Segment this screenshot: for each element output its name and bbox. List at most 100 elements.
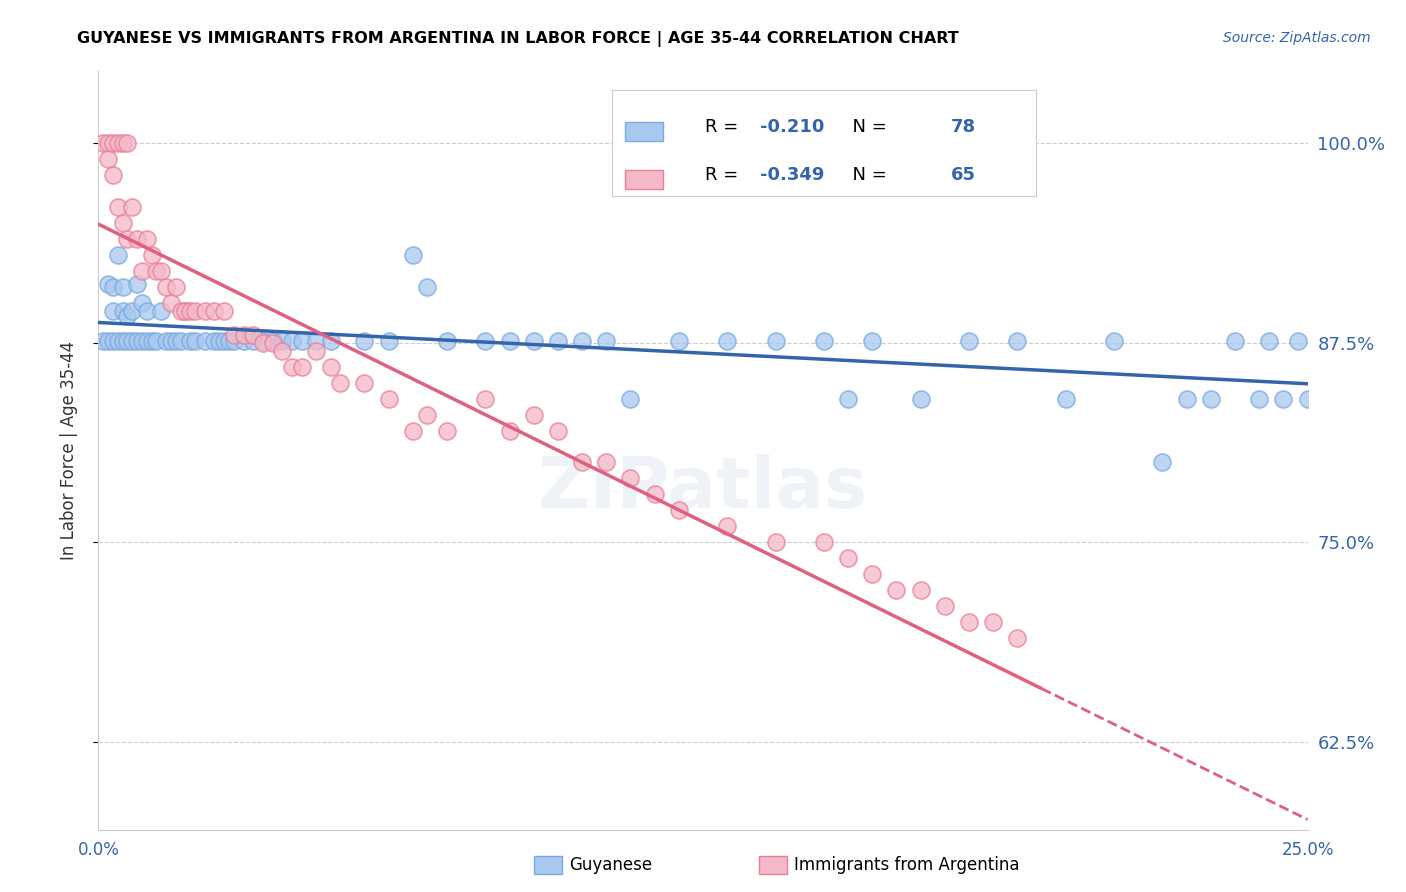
- Point: [145, 264, 167, 278]
- Point: [232, 334, 254, 348]
- Point: [91, 136, 114, 151]
- Point: [716, 334, 738, 348]
- Point: [329, 376, 352, 390]
- Point: [262, 335, 284, 350]
- Point: [155, 334, 177, 348]
- Point: [97, 334, 120, 348]
- Point: [498, 334, 520, 348]
- Point: [813, 535, 835, 549]
- Point: [1223, 334, 1246, 348]
- Point: [169, 303, 191, 318]
- Point: [107, 200, 129, 214]
- Point: [1296, 392, 1319, 406]
- Text: 0.0%: 0.0%: [77, 840, 120, 859]
- Point: [910, 583, 932, 598]
- Point: [1031, 855, 1053, 869]
- Point: [150, 264, 173, 278]
- Point: [252, 334, 274, 348]
- Point: [377, 392, 399, 406]
- Point: [107, 136, 129, 151]
- Point: [934, 599, 956, 613]
- Point: [1257, 334, 1279, 348]
- Point: [668, 334, 690, 348]
- Point: [101, 136, 124, 151]
- Point: [194, 334, 217, 348]
- Point: [252, 335, 274, 350]
- Point: [111, 303, 134, 318]
- Point: [91, 334, 114, 348]
- Point: [242, 327, 264, 342]
- Point: [1249, 392, 1271, 406]
- Point: [668, 503, 690, 517]
- Point: [174, 303, 197, 318]
- Point: [160, 334, 183, 348]
- Point: [218, 334, 240, 348]
- Text: Guyanese: Guyanese: [569, 856, 652, 874]
- Point: [194, 303, 217, 318]
- Point: [1007, 631, 1029, 645]
- Point: [127, 277, 149, 291]
- Point: [436, 424, 458, 438]
- Point: [121, 334, 143, 348]
- Point: [179, 334, 201, 348]
- Point: [319, 334, 342, 348]
- Point: [262, 334, 284, 348]
- Point: [416, 280, 439, 294]
- Point: [131, 264, 153, 278]
- Point: [141, 248, 163, 262]
- Point: [271, 343, 294, 358]
- Point: [97, 152, 120, 166]
- Point: [619, 471, 641, 485]
- Point: [145, 334, 167, 348]
- Point: [155, 280, 177, 294]
- Point: [716, 519, 738, 533]
- Point: [111, 136, 134, 151]
- Point: [135, 334, 157, 348]
- Point: [402, 424, 425, 438]
- Point: [179, 303, 201, 318]
- Point: [290, 359, 312, 374]
- Point: [1175, 392, 1198, 406]
- Point: [135, 232, 157, 246]
- Point: [101, 168, 124, 182]
- Point: [165, 334, 187, 348]
- Point: [1272, 392, 1295, 406]
- Point: [1199, 392, 1222, 406]
- Point: [619, 392, 641, 406]
- Point: [174, 303, 197, 318]
- Point: [107, 248, 129, 262]
- Point: [305, 343, 328, 358]
- Point: [860, 567, 883, 582]
- Point: [169, 334, 191, 348]
- Text: Immigrants from Argentina: Immigrants from Argentina: [794, 856, 1019, 874]
- Point: [222, 327, 245, 342]
- Point: [305, 334, 328, 348]
- Point: [117, 309, 139, 323]
- Point: [837, 392, 859, 406]
- Point: [184, 334, 207, 348]
- Point: [232, 327, 254, 342]
- Point: [595, 334, 617, 348]
- Point: [547, 424, 569, 438]
- Point: [765, 334, 787, 348]
- Point: [595, 455, 617, 469]
- Point: [141, 334, 163, 348]
- Point: [474, 334, 496, 348]
- Point: [498, 424, 520, 438]
- Point: [523, 334, 546, 348]
- Point: [222, 334, 245, 348]
- Point: [957, 615, 980, 629]
- Point: [101, 303, 124, 318]
- Point: [1152, 455, 1174, 469]
- Point: [160, 295, 183, 310]
- Point: [111, 280, 134, 294]
- Point: [208, 334, 231, 348]
- Point: [1286, 334, 1309, 348]
- Point: [204, 303, 226, 318]
- Point: [416, 408, 439, 422]
- Point: [204, 334, 226, 348]
- Point: [353, 376, 375, 390]
- Point: [474, 392, 496, 406]
- Text: ZIPatlas: ZIPatlas: [538, 454, 868, 523]
- Point: [644, 487, 666, 501]
